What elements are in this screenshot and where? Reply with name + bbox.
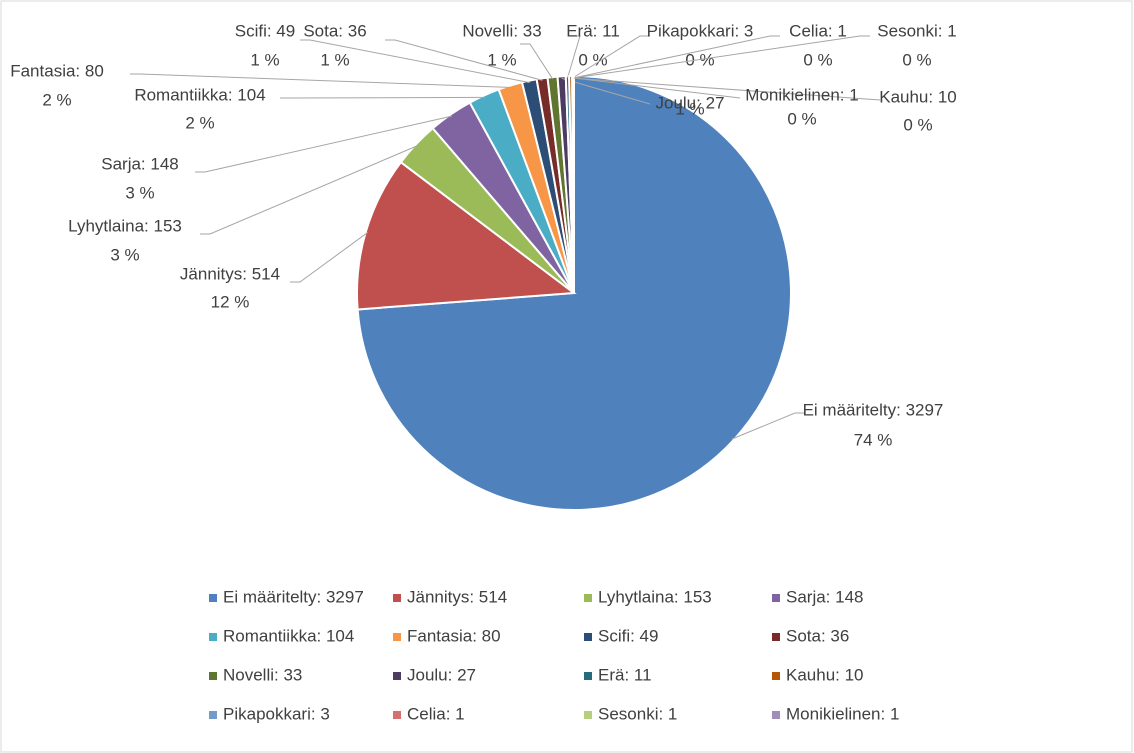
legend-swatch <box>209 594 217 602</box>
data-label-percent: 0 % <box>903 115 932 134</box>
legend-label: Monikielinen: 1 <box>786 704 899 723</box>
leader-line <box>385 39 543 81</box>
legend-swatch <box>584 594 592 602</box>
legend-label: Romantiikka: 104 <box>223 626 354 645</box>
legend-label: Jännitys: 514 <box>407 587 507 606</box>
leader-line <box>280 96 485 99</box>
legend-swatch <box>209 711 217 719</box>
legend-swatch <box>209 633 217 641</box>
data-label-percent: 2 % <box>185 113 214 132</box>
data-label-percent: 1 % <box>320 50 349 69</box>
data-label-percent: 3 % <box>125 183 154 202</box>
legend-label: Celia: 1 <box>407 704 465 723</box>
leader-line <box>130 73 511 88</box>
data-label: Ei määritelty: 3297 <box>803 400 944 419</box>
data-label: Erä: 11 <box>566 21 620 40</box>
leader-line <box>572 35 650 79</box>
data-label-percent: 1 % <box>487 50 516 69</box>
leader-line <box>200 145 418 235</box>
leader-line <box>731 412 805 440</box>
data-label-percent: 74 % <box>854 430 893 449</box>
legend-swatch <box>393 672 401 680</box>
legend-swatch <box>393 594 401 602</box>
legend-label: Scifi: 49 <box>598 626 658 645</box>
legend-swatch <box>209 672 217 680</box>
legend-label: Sesonki: 1 <box>598 704 677 723</box>
legend-label: Pikapokkari: 3 <box>223 704 330 723</box>
data-label: Lyhytlaina: 153 <box>68 216 182 235</box>
data-label: Celia: 1 <box>789 21 847 40</box>
data-label-percent: 0 % <box>803 50 832 69</box>
legend-swatch <box>772 594 780 602</box>
legend-label: Kauhu: 10 <box>786 665 864 684</box>
data-label: Novelli: 33 <box>462 21 541 40</box>
data-label: Fantasia: 80 <box>10 61 104 80</box>
data-label-percent: 3 % <box>110 245 139 264</box>
data-label-percent: 1 % <box>250 50 279 69</box>
data-label: Scifi: 49 <box>235 21 295 40</box>
legend-swatch <box>393 633 401 641</box>
legend-swatch <box>584 633 592 641</box>
leader-line <box>561 77 651 105</box>
leader-line <box>573 35 870 79</box>
leader-line <box>570 77 881 101</box>
data-label: Jännitys: 514 <box>180 264 280 283</box>
legend-swatch <box>772 633 780 641</box>
legend-label: Lyhytlaina: 153 <box>598 587 712 606</box>
leader-line <box>573 35 780 79</box>
leader-line <box>573 77 741 99</box>
data-label: Romantiikka: 104 <box>134 85 265 104</box>
legend-label: Ei määritelty: 3297 <box>223 587 364 606</box>
data-label: Monikielinen: 1 <box>745 85 858 104</box>
leader-line <box>567 35 581 79</box>
legend-label: Joulu: 27 <box>407 665 476 684</box>
data-label-percent: 2 % <box>42 90 71 109</box>
legend-swatch <box>584 672 592 680</box>
legend-label: Erä: 11 <box>598 665 652 684</box>
data-label: Sota: 36 <box>303 21 366 40</box>
data-label-percent: 0 % <box>787 109 816 128</box>
data-label-percent: 12 % <box>211 292 250 311</box>
legend-swatch <box>772 711 780 719</box>
legend-label: Sota: 36 <box>786 626 849 645</box>
pie-slice <box>356 160 577 311</box>
leader-line <box>290 232 368 283</box>
data-label-percent: 0 % <box>902 50 931 69</box>
legend-swatch <box>772 672 780 680</box>
legend-label: Novelli: 33 <box>223 665 302 684</box>
data-label-percent: 0 % <box>578 50 607 69</box>
leader-line <box>520 43 554 80</box>
data-label-percent: 0 % <box>685 50 714 69</box>
legend-swatch <box>584 711 592 719</box>
legend-swatch <box>393 711 401 719</box>
leader-line <box>300 39 530 84</box>
legend-label: Sarja: 148 <box>786 587 864 606</box>
data-label: Joulu: 27 <box>656 93 725 112</box>
data-label: Pikapokkari: 3 <box>647 21 754 40</box>
data-label-percent: 1 % <box>675 99 704 118</box>
data-label: Sesonki: 1 <box>877 21 956 40</box>
data-label: Sarja: 148 <box>101 154 179 173</box>
legend-label: Fantasia: 80 <box>407 626 501 645</box>
leader-line <box>195 115 452 173</box>
data-label: Kauhu: 10 <box>879 87 957 106</box>
